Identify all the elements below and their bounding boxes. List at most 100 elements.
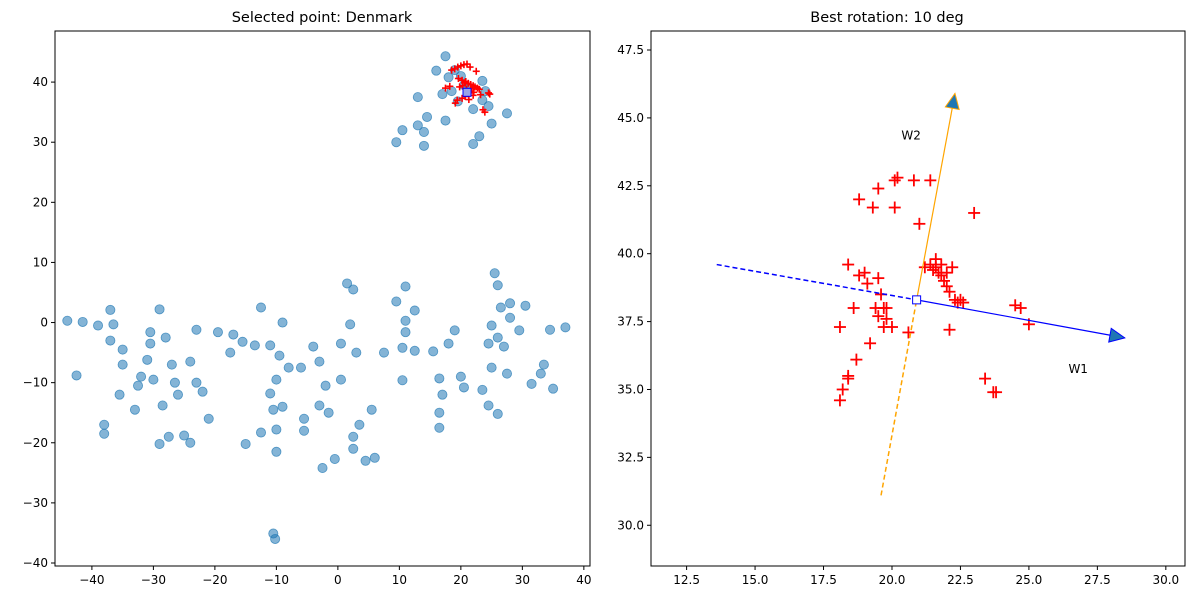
left-ytick-label: 0 [40,316,48,330]
scatter-point [136,371,147,382]
scatter-point [458,382,469,393]
left-xtick-label: 40 [576,573,591,587]
neighbor-marker [833,394,846,407]
scatter-point [412,92,423,103]
scatter-point [157,400,168,411]
scatter-point [228,329,239,340]
neighbor-marker [853,269,866,282]
scatter-point [434,422,445,433]
neighbor-marker [918,261,931,274]
scatter-point [142,354,153,365]
left-xtick-label: 30 [515,573,530,587]
scatter-point [501,108,512,119]
scatter-point [360,455,371,466]
right-xtick-label: 12.5 [673,573,700,587]
scatter-point [366,404,377,415]
scatter-point [369,452,380,463]
chart-left-frame [54,30,591,567]
neighbor-marker [842,258,855,271]
scatter-point [400,327,411,338]
right-ytick-label: 35.0 [617,382,644,396]
scatter-point [299,413,310,424]
left-xtick-label: −40 [79,573,104,587]
scatter-point [560,322,571,333]
scatter-point [212,327,223,338]
scatter-point [348,431,359,442]
scatter-point [483,338,494,349]
neighbor-marker [880,302,893,315]
neighbor-marker [913,217,926,230]
scatter-point [492,332,503,343]
chart-left-title: Selected point: Denmark [232,10,413,26]
scatter-point [492,280,503,291]
neighbor-marker [877,321,890,334]
neighbor-marker [451,99,459,107]
scatter-point [114,389,125,400]
neighbor-marker [1009,299,1022,312]
neighbor-marker [940,266,953,279]
scatter-point [412,120,423,131]
neighbor-marker [836,383,849,396]
scatter-point [483,400,494,411]
scatter-point [117,359,128,370]
scatter-point [498,341,509,352]
scatter-point [271,424,282,435]
neighbor-marker [466,63,474,71]
scatter-point [256,302,267,313]
chart-right-best-rotation: Best rotation: 10 deg 12.5 15.0 17.5 20.0 22… [617,10,1186,587]
right-ytick-label: 45.0 [617,111,644,125]
scatter-point [71,370,82,381]
neighbor-marker [842,372,855,385]
scatter-point [320,380,331,391]
neighbor-marker [927,263,940,276]
scatter-point [495,302,506,313]
scatter-point [99,428,110,439]
scatter-point [348,284,359,295]
scatter-point [277,401,288,412]
scatter-point [93,320,104,331]
scatter-point [105,335,116,346]
neighbor-marker [935,258,948,271]
scatter-point [418,140,429,151]
scatter-point [185,437,196,448]
right-ytick-label: 30.0 [617,518,644,532]
scatter-point [437,389,448,400]
w1-label: W1 [1068,362,1088,376]
scatter-point [520,300,531,311]
scatter-point [397,342,408,353]
scatter-point [265,340,276,351]
right-ytick-label: 40.0 [617,247,644,261]
neighbor-marker [888,174,901,187]
scatter-point [329,453,340,464]
scatter-point [240,438,251,449]
scatter-point [351,347,362,358]
scatter-point [77,316,88,327]
scatter-point [99,419,110,430]
w2-arrow-head [944,92,960,111]
neighbor-marker [465,96,473,104]
right-ytick-label: 47.5 [617,43,644,57]
scatter-point [391,296,402,307]
scatter-point [105,304,116,315]
chart-right-vectors [716,92,1126,496]
left-ytick-label: −20 [23,436,48,450]
scatter-point [455,371,466,382]
scatter-point [277,317,288,328]
scatter-point [145,338,156,349]
neighbor-marker [861,277,874,290]
neighbor-marker [446,82,454,90]
left-xtick-label: 10 [392,573,407,587]
scatter-point [378,347,389,358]
neighbor-marker [902,326,915,339]
neighbor-marker [872,272,885,285]
left-ytick-label: 30 [33,135,48,149]
left-ytick-label: −30 [23,496,48,510]
scatter-point [172,389,183,400]
neighbor-marker [946,261,959,274]
chart-right-title: Best rotation: 10 deg [810,10,963,26]
neighbor-marker [929,261,942,274]
scatter-point [314,400,325,411]
chart-right-neighbor-markers [833,171,1035,407]
scatter-point [434,373,445,384]
